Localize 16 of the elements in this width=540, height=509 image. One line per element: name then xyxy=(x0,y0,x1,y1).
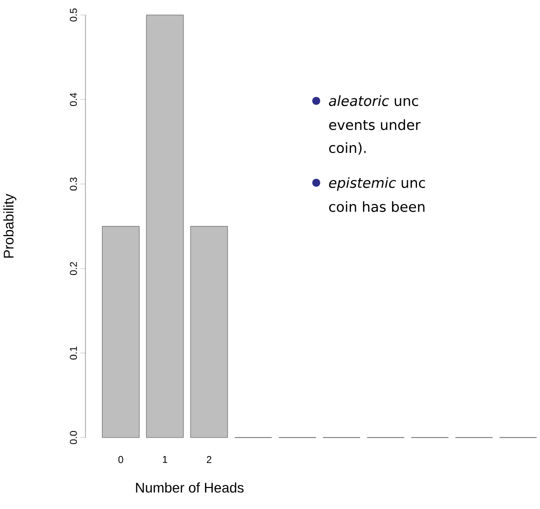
y-tick-label: 0.4 xyxy=(70,92,77,106)
annotation: aleatoric unc xyxy=(328,95,418,106)
y-tick-label: 0.3 xyxy=(70,177,77,190)
y-tick-label: 0.5 xyxy=(70,8,77,22)
annotation: coin has been xyxy=(329,200,424,212)
y-axis-title: Probability xyxy=(3,194,16,258)
x-tick-label: 1 xyxy=(162,456,168,463)
y-tick-label: 0.0 xyxy=(70,430,77,444)
y-tick-label: 0.1 xyxy=(70,346,77,360)
annotation: epistemic unc xyxy=(329,176,425,190)
x-tick-label: 2 xyxy=(206,456,212,463)
y-tick-label: 0.2 xyxy=(70,262,77,275)
x-tick-label: 0 xyxy=(118,456,124,463)
annotation: coin). xyxy=(329,142,366,154)
x-axis-title: Number of Heads xyxy=(136,482,244,492)
annotation: events under xyxy=(329,119,421,130)
